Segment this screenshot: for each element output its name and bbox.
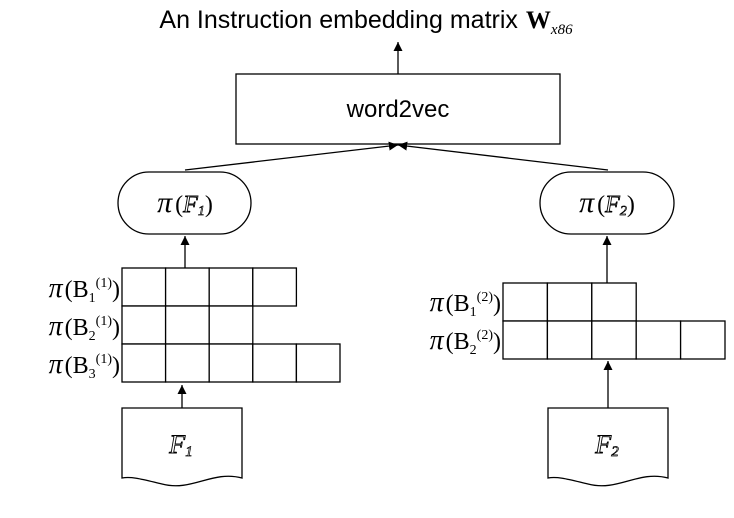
instruction-cell-f2-b1-3 xyxy=(591,282,637,322)
word2vec-label: word2vec xyxy=(346,96,450,123)
function-node-f1 xyxy=(117,171,252,235)
instruction-cell-f2-b2-5 xyxy=(679,320,726,360)
instruction-cell-f1-b2-1 xyxy=(121,305,167,345)
file-f1-label: F1 xyxy=(168,430,192,460)
instruction-cell-f1-b2-3 xyxy=(208,305,254,345)
instruction-cell-f1-b3-2 xyxy=(164,343,210,383)
instruction-cell-f1-b1-2 xyxy=(164,267,210,307)
instruction-cell-f1-b1-3 xyxy=(208,267,254,307)
block-label-b2-f1: π(B2(1)) xyxy=(49,311,120,344)
file-document-f1 xyxy=(121,407,243,487)
file-f2-label: F2 xyxy=(594,430,619,460)
diagram-title: An Instruction embedding matrix Wx86 xyxy=(159,6,573,38)
instruction-cell-f2-b2-2 xyxy=(546,320,593,360)
f2-to-word2vec-arrow xyxy=(397,141,609,171)
block-label-b1-f1: π(B1(1)) xyxy=(49,273,120,306)
block-label-b1-f2: π(B1(2)) xyxy=(430,287,501,320)
instruction-cell-f2-b2-1 xyxy=(502,320,549,360)
basic-block-grid-f2 xyxy=(502,282,726,360)
instruction-cell-f2-b1-2 xyxy=(546,282,593,322)
instruction-cell-f1-b1-4 xyxy=(252,267,298,307)
instruction-cell-f2-b2-3 xyxy=(591,320,637,360)
file-document-f2 xyxy=(547,407,669,487)
instruction-cell-f1-b2-2 xyxy=(164,305,210,345)
instruction-cell-f2-b1-1 xyxy=(502,282,549,322)
instruction-cell-f1-b1-1 xyxy=(121,267,167,307)
block-label-b2-f2: π(B2(2)) xyxy=(430,325,501,358)
word2vec-box xyxy=(235,73,561,145)
function-node-f2-label: π (F2) xyxy=(579,186,635,219)
instruction-cell-f1-b3-4 xyxy=(252,343,298,383)
instruction-cell-f1-b3-1 xyxy=(121,343,167,383)
function-node-f1-label: π (F1) xyxy=(157,186,213,219)
basic-block-grid-f1 xyxy=(121,267,341,383)
function-node-f2 xyxy=(539,171,675,235)
instruction-cell-f1-b3-5 xyxy=(295,343,341,383)
instruction-cell-f2-b2-4 xyxy=(635,320,682,360)
instruction-cell-f1-b3-3 xyxy=(208,343,254,383)
block-label-b3-f1: π(B3(1)) xyxy=(49,349,120,382)
f1-to-word2vec-arrow xyxy=(184,141,399,171)
